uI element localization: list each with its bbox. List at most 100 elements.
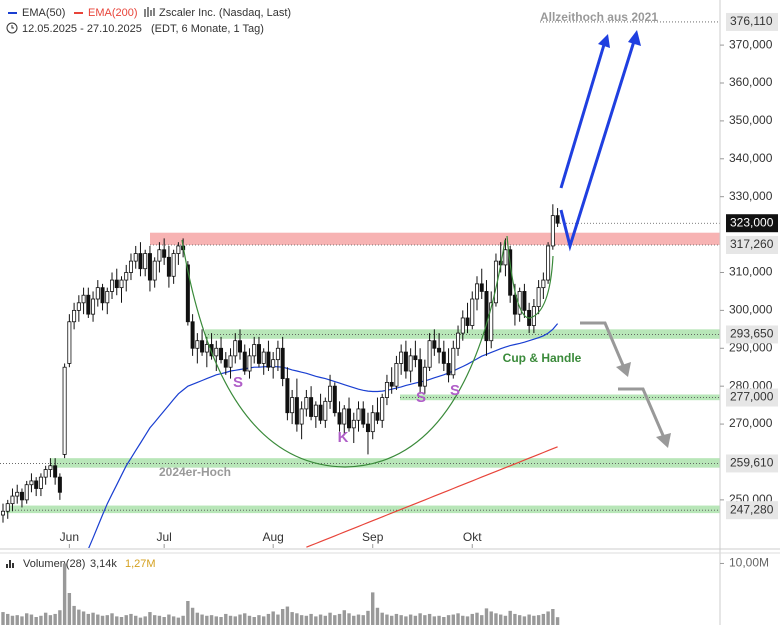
volume-bar <box>366 610 370 625</box>
volume-bar <box>162 617 166 625</box>
candle-body <box>162 249 167 258</box>
volume-bar <box>10 615 15 625</box>
candle-body <box>171 253 176 277</box>
candle-body <box>550 215 555 247</box>
volume-bar <box>532 615 536 625</box>
volume-bar <box>304 615 309 625</box>
price-label-box <box>726 12 778 31</box>
volume-bar <box>328 612 332 625</box>
volume-bar <box>484 608 489 625</box>
y-tick-label: 360,000 <box>729 75 773 89</box>
volume-bar <box>67 593 72 625</box>
candle-body <box>309 397 314 417</box>
volume-bar <box>352 615 356 625</box>
candle-body <box>143 253 148 270</box>
candle-body <box>195 340 200 349</box>
candle-body <box>214 347 219 357</box>
volume-bar <box>257 615 261 625</box>
volume-icon <box>6 560 14 568</box>
volume-bar <box>527 614 531 625</box>
volume-bar <box>280 609 285 625</box>
candle-body <box>124 272 129 281</box>
arrow-head <box>616 362 631 377</box>
volume-bar <box>43 612 48 625</box>
candle-body <box>57 476 62 493</box>
annotation: S <box>450 382 460 399</box>
volume-bar <box>489 611 493 625</box>
candle-body <box>271 359 276 368</box>
up-arrow <box>559 37 608 189</box>
candle-body <box>384 381 389 398</box>
chart-title: Zscaler Inc. (Nasdaq, Last) <box>159 7 291 19</box>
candle-body <box>313 404 318 417</box>
candle-body <box>280 347 285 379</box>
volume-bar <box>276 614 280 625</box>
candle-body <box>176 245 181 254</box>
candle-body <box>451 347 456 376</box>
down-arrow <box>580 321 627 371</box>
candle-body <box>19 491 24 501</box>
volume-bar <box>105 615 109 625</box>
volume-bar <box>513 613 517 625</box>
annotation: S <box>416 389 426 406</box>
volume-bar <box>171 616 176 625</box>
volume-bar <box>418 613 422 625</box>
x-tick-label: Aug <box>263 530 284 544</box>
price-label-box <box>726 388 778 407</box>
legend-label: EMA(50) <box>22 7 65 19</box>
volume-bar <box>48 615 53 625</box>
annotation: K <box>338 429 349 446</box>
volume-bar <box>309 613 313 625</box>
volume-bar <box>100 615 105 625</box>
candle-icon <box>144 7 155 17</box>
candle-body <box>380 397 385 421</box>
volume-bar <box>318 614 323 625</box>
volume-bar <box>375 607 380 625</box>
price-label-box <box>726 235 778 254</box>
volume-bar <box>389 615 394 625</box>
volume-bar <box>152 615 157 625</box>
candle-body <box>541 279 546 289</box>
candle-body <box>418 359 423 387</box>
volume-bar <box>404 616 408 625</box>
y-tick-label: 270,000 <box>729 416 773 430</box>
volume-bar <box>437 615 441 625</box>
candle-body <box>351 419 356 429</box>
price-label-box <box>726 325 778 344</box>
candle-body <box>67 321 72 364</box>
volume-bar <box>224 613 228 625</box>
candle-body <box>503 249 508 266</box>
candle-body <box>209 344 214 357</box>
volume-bar <box>408 614 413 625</box>
candle-body <box>147 253 152 281</box>
zone <box>150 232 720 245</box>
volume-bar <box>233 616 237 625</box>
x-tick-label: Jun <box>60 530 79 544</box>
indicator-line <box>306 446 558 548</box>
volume-bar <box>176 617 181 625</box>
candle-body <box>95 287 100 300</box>
clock-icon <box>6 22 18 34</box>
clock-icon <box>11 25 14 29</box>
volume-bar <box>58 610 62 625</box>
volume-bar <box>333 615 337 625</box>
candle-body <box>29 480 34 486</box>
candle-body <box>290 397 295 414</box>
candle-body <box>275 347 280 361</box>
volume-bar <box>134 615 138 625</box>
y-tick-label: 340,000 <box>729 151 773 165</box>
annotation: Allzeithoch aus 2021 <box>540 10 658 24</box>
candle-body <box>546 245 551 281</box>
y-tick-label: 350,000 <box>729 113 773 127</box>
candle-body <box>441 351 446 364</box>
volume-bar <box>115 616 119 625</box>
candle-body <box>242 351 247 372</box>
volume-bar <box>555 617 560 625</box>
candle-body <box>157 249 162 262</box>
volume-bar <box>1 612 5 625</box>
cup-curve <box>181 239 506 468</box>
candle-body <box>204 344 209 353</box>
volume-bar <box>214 616 218 625</box>
volume-label: Volumen(28) <box>23 558 85 570</box>
price-label: 277,000 <box>730 390 774 404</box>
